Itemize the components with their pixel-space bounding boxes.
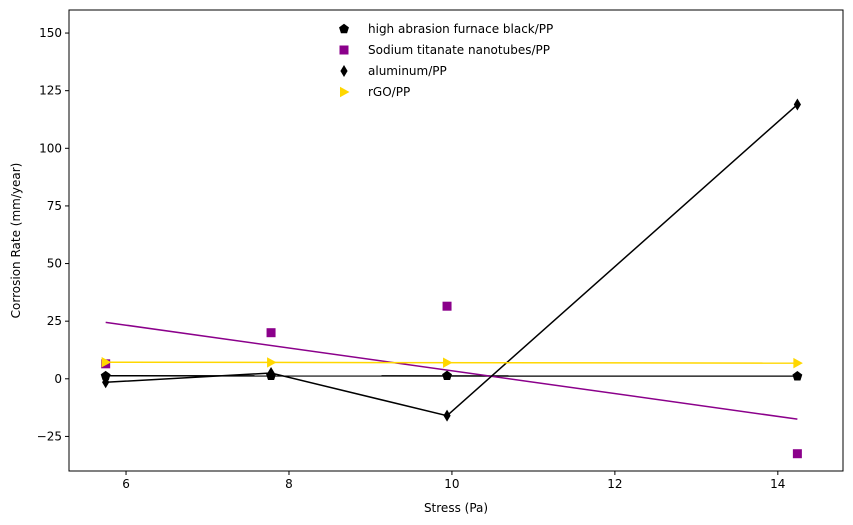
y-tick-label: 25	[47, 314, 62, 328]
y-tick-label: 50	[47, 257, 62, 271]
y-axis-title: Corrosion Rate (mm/year)	[9, 163, 23, 319]
plot-area	[100, 98, 803, 459]
legend: high abrasion furnace black/PP Sodium tit…	[339, 22, 553, 99]
y-tick-label: −25	[37, 429, 62, 443]
data-point-series-3	[101, 357, 112, 368]
data-point-series-2	[267, 367, 275, 380]
data-point-series-3	[793, 357, 803, 369]
y-tick-label: 0	[54, 372, 62, 386]
x-tick-label: 10	[444, 477, 459, 491]
legend-label: high abrasion furnace black/PP	[368, 22, 553, 36]
legend-marker-0	[339, 23, 349, 34]
data-point-series-0	[100, 370, 111, 381]
series-line-2	[105, 103, 798, 417]
x-axis-title: Stress (Pa)	[424, 501, 488, 515]
x-tick-label: 8	[285, 477, 293, 491]
legend-label: Sodium titanate nanotubes/PP	[368, 43, 550, 57]
legend-marker-1	[339, 45, 349, 55]
x-tick-label: 12	[607, 477, 622, 491]
data-point-series-1	[792, 449, 802, 459]
legend-marker-3	[340, 86, 350, 98]
x-tick-label: 6	[122, 477, 130, 491]
data-point-series-2	[102, 376, 110, 389]
fit-line-series-1	[105, 321, 798, 420]
x-tick-label: 14	[770, 477, 785, 491]
data-point-series-3	[267, 357, 277, 368]
data-point-series-0	[792, 371, 803, 381]
data-point-series-1	[442, 301, 452, 311]
data-point-series-0	[442, 370, 452, 381]
y-tick-label: 150	[39, 26, 62, 40]
plot-frame	[68, 9, 844, 472]
legend-marker-2	[340, 65, 348, 77]
y-tick-label: 75	[47, 199, 62, 213]
data-point-series-3	[443, 357, 453, 368]
data-point-series-2	[443, 409, 451, 422]
data-point-series-2	[793, 98, 801, 111]
axes: 6 8 10 12 14 −25 0 25 50 75 100 125 150	[37, 9, 844, 491]
legend-label: rGO/PP	[368, 85, 410, 99]
data-point-series-1	[266, 328, 276, 338]
legend-label: aluminum/PP	[368, 64, 447, 78]
y-tick-label: 100	[39, 141, 62, 155]
y-tick-label: 125	[39, 84, 62, 98]
